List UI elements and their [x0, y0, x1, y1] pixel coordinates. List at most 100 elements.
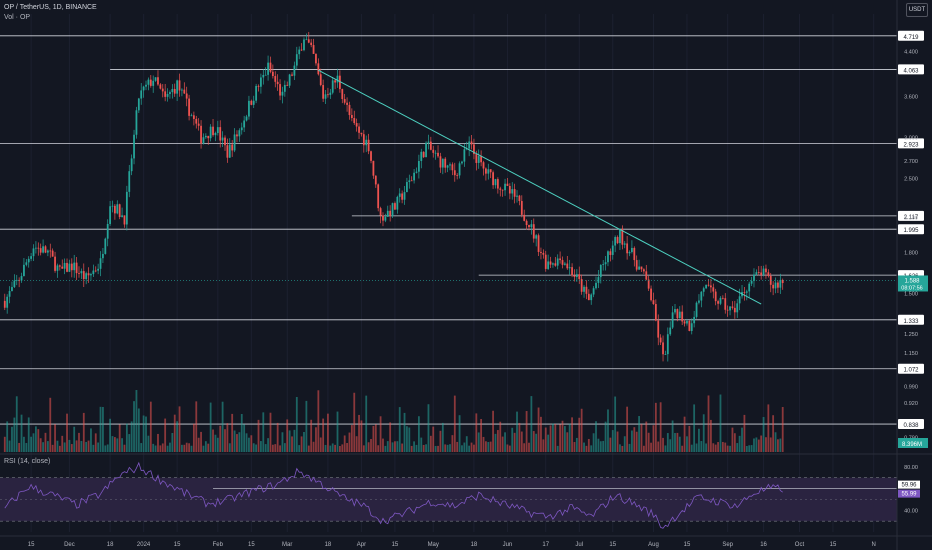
volume-bar [724, 442, 727, 452]
candle-body [573, 275, 576, 278]
volume-bar [473, 444, 475, 452]
volume-bar [647, 432, 650, 452]
volume-bar [291, 436, 293, 452]
volume-bar [504, 432, 506, 452]
volume-bar [401, 443, 404, 452]
volume-bar [293, 429, 296, 452]
candle-body [6, 296, 9, 308]
volume-bar [477, 432, 480, 452]
volume-bar [298, 445, 301, 452]
rsi-value-label: 59.96 [901, 483, 917, 489]
volume-bar [159, 445, 162, 452]
volume-bar [121, 438, 123, 452]
candle-body [116, 204, 119, 214]
candle-body [39, 248, 42, 253]
candle-body [772, 284, 775, 289]
volume-bar [686, 436, 688, 452]
candle-body [250, 100, 253, 105]
level-label: 1.995 [903, 228, 919, 234]
candle-body [111, 205, 114, 207]
volume-bar [580, 408, 583, 452]
volume-bar [221, 401, 224, 452]
time-tick-label: Mar [282, 542, 292, 548]
candle-body [130, 158, 133, 172]
candle-body [252, 100, 255, 105]
candle-body [753, 274, 755, 281]
time-tick-label: 15 [28, 542, 35, 548]
candle-body [767, 272, 770, 276]
volume-bar [231, 413, 234, 452]
candle-body [358, 126, 360, 133]
volume-bar [437, 445, 439, 452]
volume-bar [432, 426, 435, 452]
candle-body [710, 285, 712, 288]
candle-body [511, 189, 514, 194]
volume-bar [42, 442, 44, 452]
candle-body [15, 279, 18, 281]
candle-body [145, 84, 147, 87]
candle-body [267, 62, 269, 75]
candle-body [563, 263, 566, 265]
volume-bar [626, 406, 629, 452]
rsi-line [4, 461, 783, 529]
candle-body [389, 210, 392, 217]
candle-body [319, 74, 322, 86]
candle-body [420, 151, 423, 162]
rsi-legend[interactable]: RSI (14, close) [4, 458, 51, 465]
volume-bar [717, 442, 719, 452]
time-tick-label: Jun [503, 542, 513, 548]
candle-body [700, 291, 703, 301]
volume-bar [238, 432, 241, 452]
volume-bar [511, 427, 514, 452]
candle-body [346, 102, 348, 105]
volume-bar [513, 432, 516, 452]
candle-body [293, 65, 296, 76]
currency-badge[interactable]: USDT [906, 3, 928, 17]
volume-bar [664, 445, 667, 452]
volume-bar [544, 427, 547, 452]
candle-body [161, 88, 164, 92]
volume-bar [3, 436, 6, 452]
volume-bar [434, 445, 437, 452]
volume-bar [149, 401, 152, 452]
price-tick-label: 0.990 [904, 385, 918, 391]
candle-body [580, 279, 583, 292]
volume-bar [118, 424, 121, 452]
candle-body [468, 141, 471, 149]
volume-bar [97, 442, 100, 452]
volume-bar [396, 441, 399, 452]
level-label: 1.333 [903, 319, 919, 325]
candle-body [439, 156, 442, 168]
candle-body [362, 134, 365, 146]
volume-bar [367, 442, 370, 452]
volume-bar [236, 434, 238, 452]
volume-bar [561, 420, 564, 452]
candle-body [690, 323, 693, 331]
symbol-legend[interactable]: OP / TetherUS, 1D, BINANCE [4, 4, 97, 11]
candle-body [92, 270, 95, 275]
level-label-bg [898, 210, 924, 221]
candle-body [616, 237, 619, 244]
candle-body [592, 288, 595, 295]
candle-body [647, 279, 650, 289]
candle-body [327, 94, 329, 96]
candle-body [276, 81, 279, 85]
candle-body [324, 94, 327, 99]
candle-body [106, 223, 109, 239]
volume-bar [485, 441, 487, 452]
candle-body [166, 93, 169, 97]
candle-body [779, 279, 782, 288]
volume-bar [195, 401, 198, 452]
volume-bar [271, 444, 274, 452]
volume-bar [99, 406, 102, 452]
volume-bar [631, 430, 633, 452]
candle-body [3, 300, 6, 308]
volume-legend[interactable]: Vol · OP [4, 14, 31, 21]
candle-body [231, 144, 234, 151]
candle-body [559, 258, 562, 261]
volume-bar [698, 428, 700, 452]
volume-bar [66, 413, 68, 452]
candle-body [56, 265, 59, 271]
